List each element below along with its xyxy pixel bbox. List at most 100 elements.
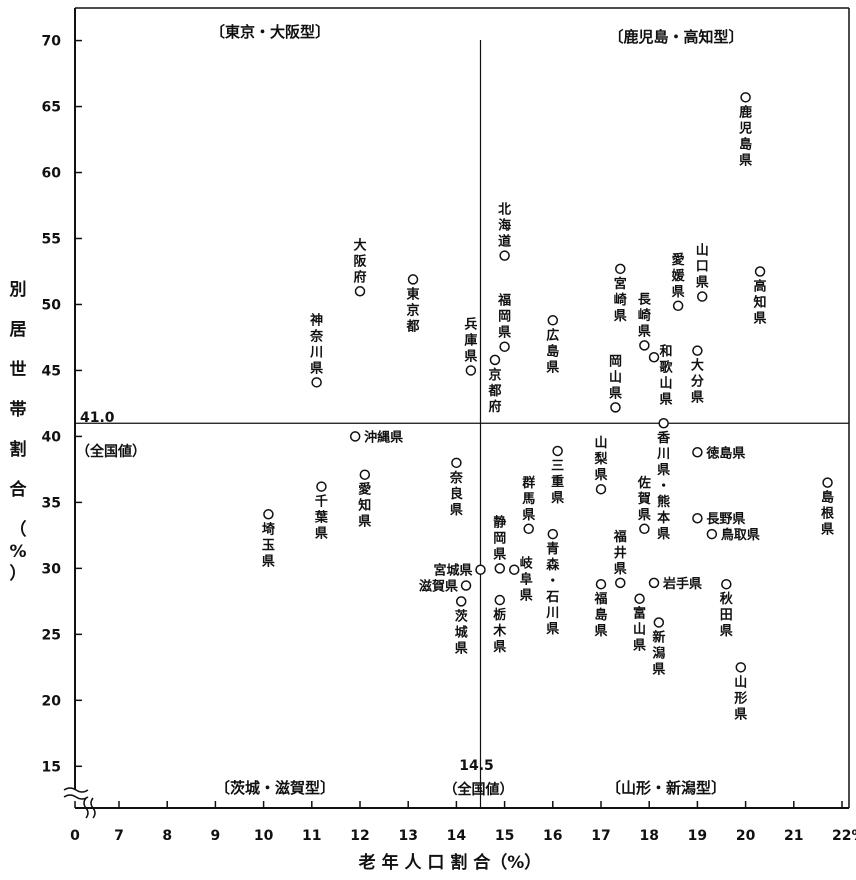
x-tick-label: 0 — [70, 828, 80, 844]
data-point-label: 兵庫県 — [464, 316, 477, 364]
data-point-label-char: 県 — [691, 391, 704, 406]
data-point — [460, 580, 472, 591]
data-point-label-char: 山 — [696, 243, 709, 259]
data-point-label-char: 県 — [633, 639, 646, 654]
data-point-group: 東京都 — [406, 274, 420, 334]
data-point-label-char: 川 — [309, 345, 323, 360]
data-point-label: 富山県 — [633, 606, 646, 654]
data-point-label-char: 良 — [450, 486, 463, 502]
x-tick-label: 8 — [162, 828, 172, 844]
data-point-label: 香川県・熊本県 — [656, 430, 671, 542]
data-point-label-char: 媛 — [671, 268, 686, 284]
data-point-label-char: 県 — [498, 326, 511, 341]
data-point-label: 徳島県 — [705, 445, 745, 461]
data-point — [407, 274, 419, 285]
data-point — [648, 577, 660, 589]
x-tick-label: 12 — [350, 828, 369, 844]
data-point-label-char: 愛 — [672, 252, 685, 268]
data-point — [494, 594, 506, 606]
data-point — [475, 564, 486, 575]
x-tick-label: 10 — [254, 828, 274, 844]
data-point-label-char: 島 — [594, 607, 607, 623]
data-point-label: 長野県 — [706, 512, 745, 527]
data-point-label-char: 香 — [656, 430, 671, 446]
data-point-label-char: 青 — [546, 541, 559, 557]
data-point-label-char: 県 — [358, 515, 371, 530]
data-point-label-char: 和 — [660, 343, 673, 359]
data-point-label-char: 県 — [520, 589, 533, 604]
data-point-label-char: 根 — [821, 506, 835, 522]
reference-line-x-sublabel: （全国値） — [444, 781, 514, 798]
y-axis-label-char: 別 — [9, 280, 27, 300]
data-point-group: 福島県 — [593, 578, 608, 639]
data-point — [639, 523, 650, 535]
data-point-group: 福岡県 — [497, 293, 511, 352]
data-point-label: 茨城県 — [455, 608, 469, 656]
data-point — [692, 512, 703, 524]
data-point-label-char: 県 — [657, 527, 670, 542]
data-point-label-char: ・ — [657, 479, 670, 494]
data-point-label: 鳥取県 — [721, 527, 760, 543]
data-point-label-char: 阪 — [353, 254, 367, 269]
data-point-label-char: 形 — [734, 691, 747, 706]
data-point-label-char: 都 — [487, 383, 501, 399]
data-point — [455, 596, 467, 607]
data-point-label-char: 熊 — [657, 494, 670, 510]
data-point — [634, 593, 645, 604]
data-point-label-char: ・ — [546, 574, 559, 589]
data-point-label-char: 本 — [657, 510, 670, 526]
data-point-label-char: 歌 — [660, 359, 674, 375]
data-point-label-char: 県 — [546, 360, 559, 375]
quadrant-labels: 〔東京・大阪型〕 〔鹿児島・高知型〕 〔茨城・滋賀型〕 〔山形・新潟型〕 — [210, 23, 744, 797]
data-point-label-char: 道 — [498, 234, 511, 250]
data-point-group: 青森・石川県 — [545, 528, 560, 637]
x-axis-label: 老 年 人 口 割 合（%） — [358, 852, 542, 873]
quadrant-label-top-left: 〔東京・大阪型〕 — [210, 23, 330, 41]
data-point-label-char: 愛 — [358, 482, 371, 498]
data-point-label-char: 玉 — [262, 538, 275, 553]
data-point-label-char: 県 — [310, 361, 323, 376]
axes: 15 20 25 30 35 40 45 50 55 60 65 70 0 7 8 9 10 11 12 13 14 15… — [42, 7, 856, 844]
data-point-label: 岩手県 — [662, 576, 702, 592]
data-point-group: 茨城県 — [455, 596, 469, 656]
data-point — [359, 469, 371, 480]
data-point-label: 宮城県 — [433, 563, 472, 579]
data-point-group: 島根県 — [821, 477, 835, 538]
data-point — [639, 340, 650, 351]
data-point — [595, 483, 607, 495]
data-point-group: 富山県 — [633, 593, 646, 654]
data-point-group: 京都府 — [487, 354, 501, 415]
y-tick-label: 15 — [42, 759, 61, 775]
data-point-label-char: 知 — [754, 294, 767, 310]
data-point-label: 奈良県 — [449, 470, 464, 518]
data-point — [595, 578, 607, 590]
data-point-label-char: 知 — [358, 498, 371, 514]
data-point-label: 佐賀県 — [637, 475, 651, 523]
data-point-label: 宮崎県 — [614, 276, 627, 324]
data-point-label-char: 馬 — [522, 492, 535, 507]
data-point-label-char: 分 — [691, 374, 704, 390]
data-point-label-char: 府 — [353, 269, 366, 285]
data-point-label-char: 静 — [493, 514, 506, 530]
data-point — [754, 266, 766, 277]
data-point-group: 高知県 — [754, 266, 767, 326]
data-point-group: 長野県 — [692, 512, 745, 527]
data-point-group: 岐阜県 — [508, 556, 534, 604]
data-point-group: 大阪府 — [353, 237, 367, 297]
y-axis-label-char: 割 — [10, 439, 27, 460]
data-point-label-char: 県 — [609, 386, 622, 401]
data-point-label: 福井県 — [613, 529, 627, 577]
data-point-label: 山口県 — [696, 243, 709, 291]
data-point-label-char: 東 — [407, 286, 420, 302]
data-point — [740, 92, 751, 103]
data-point — [653, 617, 665, 628]
data-point-label-char: 井 — [614, 545, 627, 561]
x-tick-label: 18 — [639, 828, 658, 844]
x-tick-label: 22% — [832, 828, 856, 844]
y-tick-label: 55 — [42, 232, 61, 248]
data-point-label-char: 山 — [609, 369, 622, 385]
data-point-group: 千葉県 — [314, 481, 329, 542]
data-point-group: 宮崎県 — [614, 263, 627, 324]
data-point-label-char: 広 — [546, 327, 559, 343]
x-tick-label: 17 — [591, 828, 610, 844]
